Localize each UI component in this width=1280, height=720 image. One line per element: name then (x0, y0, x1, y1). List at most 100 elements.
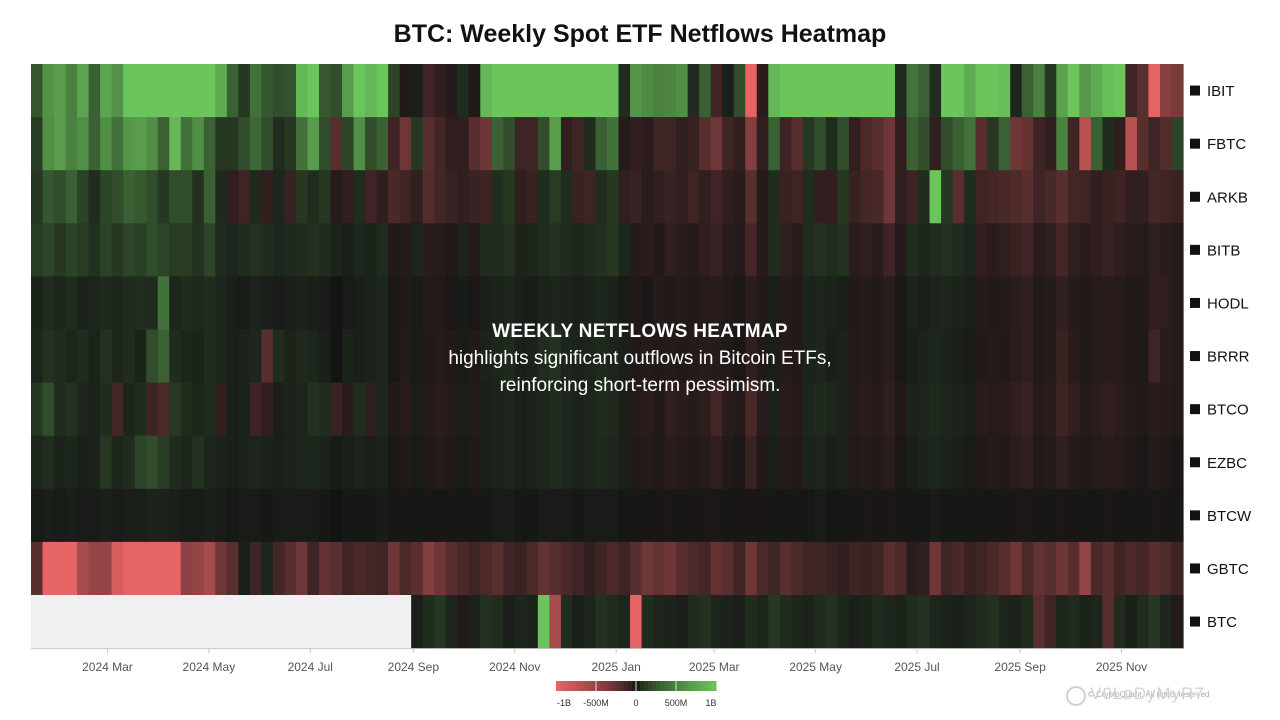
heatmap-cell-fbtc-97 (1148, 117, 1161, 171)
color-legend-swatch-6 (580, 681, 585, 691)
heatmap-cell-bitb-70 (837, 223, 850, 277)
heatmap-cell-btc-98 (1159, 595, 1173, 649)
heatmap-cell-btc-62 (745, 595, 758, 649)
heatmap-cell-bitb-77 (918, 223, 931, 277)
heatmap-cell-btc-18 (238, 595, 251, 649)
heatmap-cell-bitb-50 (607, 223, 620, 277)
heatmap-cell-ezbc-24 (307, 435, 320, 490)
heatmap-cell-brrr-47 (572, 329, 585, 383)
heatmap-cell-ezbc-98 (1159, 435, 1173, 490)
heatmap-cell-bitb-26 (330, 223, 343, 277)
heatmap-cell-btcw-10 (146, 488, 159, 543)
heatmap-cell-ibit-59 (710, 64, 723, 118)
heatmap-cell-gbtc-14 (192, 541, 205, 596)
heatmap-cell-btc-93 (1102, 595, 1115, 649)
heatmap-cell-hodl-74 (883, 276, 896, 330)
heatmap-cell-ibit-88 (1044, 64, 1057, 118)
heatmap-cell-ezbc-74 (883, 435, 896, 490)
heatmap-cell-gbtc-48 (583, 541, 597, 596)
heatmap-cell-brrr-33 (411, 329, 424, 383)
heatmap-cell-btco-8 (123, 382, 136, 437)
heatmap-cell-fbtc-20 (261, 117, 274, 171)
heatmap-cell-btcw-16 (215, 488, 228, 543)
heatmap-cell-ezbc-72 (860, 435, 873, 490)
heatmap-cell-ibit-13 (180, 64, 193, 118)
color-legend-swatch-10 (596, 681, 601, 691)
heatmap-cell-btc-13 (180, 595, 193, 649)
heatmap-cell-fbtc-0 (31, 117, 44, 171)
heatmap-cell-brrr-45 (549, 329, 562, 383)
heatmap-cell-btc-7 (111, 595, 124, 649)
heatmap-cell-ibit-56 (676, 64, 689, 118)
heatmap-cell-hodl-99 (1171, 276, 1184, 330)
color-legend-swatch-22 (644, 681, 649, 691)
heatmap-cell-ibit-99 (1171, 64, 1184, 118)
row-marker-bitb (1190, 244, 1200, 255)
heatmap-cell-brrr-59 (710, 329, 723, 383)
heatmap-cell-btco-10 (146, 382, 159, 437)
heatmap-cell-brrr-75 (895, 329, 908, 383)
heatmap-cell-arkb-39 (480, 170, 493, 224)
row-marker-hodl (1190, 297, 1200, 308)
heatmap-cell-brrr-3 (65, 329, 78, 383)
heatmap-cell-brrr-78 (929, 329, 942, 383)
heatmap-cell-btco-65 (779, 382, 792, 437)
x-tick-label-6: 2025 Mar (689, 660, 740, 674)
heatmap-cell-gbtc-3 (65, 541, 78, 596)
heatmap-cell-btcw-67 (802, 488, 815, 543)
heatmap-cell-bitb-6 (100, 223, 113, 277)
heatmap-cell-ibit-28 (353, 64, 366, 118)
color-legend-swatch-25 (656, 681, 661, 691)
heatmap-cell-bitb-72 (860, 223, 873, 277)
heatmap-cell-ezbc-76 (906, 435, 919, 490)
heatmap-cell-btcw-11 (157, 488, 170, 543)
heatmap-cell-fbtc-15 (203, 117, 216, 171)
heatmap-cell-ibit-62 (745, 64, 758, 118)
heatmap-cell-ibit-11 (157, 64, 170, 118)
heatmap-cell-arkb-18 (238, 170, 251, 224)
heatmap-cell-gbtc-42 (514, 541, 527, 596)
heatmap-cell-hodl-41 (503, 276, 516, 330)
heatmap-cell-btco-17 (226, 382, 239, 437)
chart-title: BTC: Weekly Spot ETF Netflows Heatmap (393, 20, 887, 48)
color-legend-swatch-1 (560, 681, 565, 691)
heatmap-cell-hodl-22 (284, 276, 297, 330)
heatmap-cell-btc-40 (491, 595, 504, 649)
heatmap-cell-fbtc-94 (1113, 117, 1126, 171)
heatmap-cell-arkb-60 (722, 170, 735, 224)
heatmap-cell-arkb-92 (1090, 170, 1103, 224)
heatmap-cell-brrr-15 (203, 329, 216, 383)
heatmap-cell-fbtc-39 (480, 117, 493, 171)
heatmap-cell-brrr-17 (226, 329, 239, 383)
heatmap-cell-fbtc-67 (802, 117, 815, 171)
heatmap-cell-arkb-33 (411, 170, 424, 224)
heatmap-cell-btcw-2 (54, 488, 67, 543)
heatmap-cell-ezbc-47 (572, 435, 585, 490)
heatmap-cell-ibit-47 (572, 64, 585, 118)
heatmap-cell-hodl-18 (238, 276, 251, 330)
heatmap-cell-ezbc-37 (457, 435, 470, 490)
heatmap-cell-arkb-84 (998, 170, 1011, 224)
heatmap-cell-brrr-87 (1033, 329, 1046, 383)
heatmap-cell-btco-62 (745, 382, 758, 437)
heatmap-cell-arkb-99 (1171, 170, 1184, 224)
heatmap-cell-brrr-93 (1102, 329, 1115, 383)
heatmap-cell-brrr-34 (422, 329, 435, 383)
heatmap-cell-brrr-19 (249, 329, 262, 383)
heatmap-cell-btco-26 (330, 382, 343, 437)
heatmap-cell-arkb-66 (791, 170, 804, 224)
heatmap-cell-bitb-17 (226, 223, 239, 277)
heatmap-cell-btco-14 (192, 382, 205, 437)
heatmap-cell-fbtc-49 (595, 117, 608, 171)
heatmap-cell-fbtc-26 (330, 117, 343, 171)
heatmap-cell-btc-72 (860, 595, 873, 649)
heatmap-cell-brrr-22 (284, 329, 297, 383)
heatmap-cell-fbtc-42 (514, 117, 527, 171)
heatmap-cell-hodl-98 (1159, 276, 1173, 330)
heatmap-cell-hodl-91 (1079, 276, 1092, 330)
heatmap-cell-btc-48 (583, 595, 597, 649)
heatmap-cell-ezbc-90 (1067, 435, 1080, 490)
heatmap-cell-bitb-60 (722, 223, 735, 277)
heatmap-cell-fbtc-24 (307, 117, 320, 171)
heatmap-cell-bitb-13 (180, 223, 193, 277)
